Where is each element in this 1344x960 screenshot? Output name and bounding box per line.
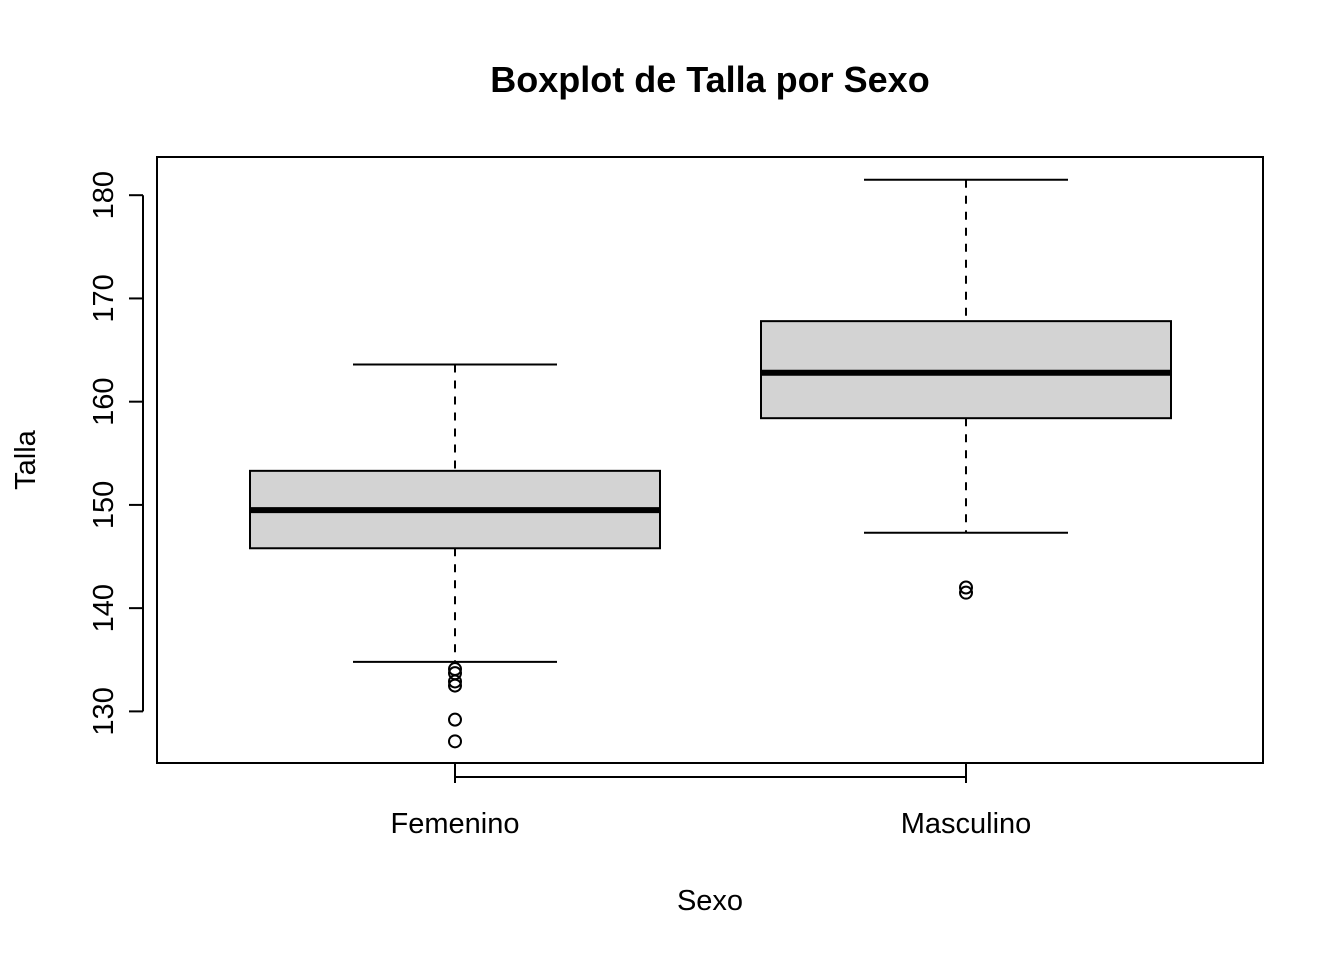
y-tick-label: 150: [88, 481, 120, 529]
y-tick-label: 160: [88, 377, 120, 425]
outlier-point: [448, 678, 462, 693]
y-tick-label: 170: [88, 274, 120, 322]
outlier-point: [448, 734, 462, 749]
x-tick-label: Masculino: [901, 808, 1032, 840]
y-tick-label: 140: [88, 584, 120, 632]
y-tick-label: 180: [88, 171, 120, 219]
box-masculino: [760, 320, 1172, 420]
chart-title: Boxplot de Talla por Sexo: [490, 59, 929, 100]
y-tick-label: 130: [88, 687, 120, 735]
plot-frame: [156, 156, 1264, 764]
outlier-point: [959, 585, 973, 600]
y-axis-label: Talla: [10, 429, 42, 490]
outlier-point: [959, 580, 973, 595]
x-tick-label: Femenino: [391, 808, 520, 840]
outlier-point: [448, 674, 462, 689]
x-axis-label: Sexo: [677, 885, 743, 917]
chart-marks: 130 140 150 160 170 180 Femenino Masculino: [88, 171, 1172, 840]
outlier-point: [448, 712, 462, 727]
